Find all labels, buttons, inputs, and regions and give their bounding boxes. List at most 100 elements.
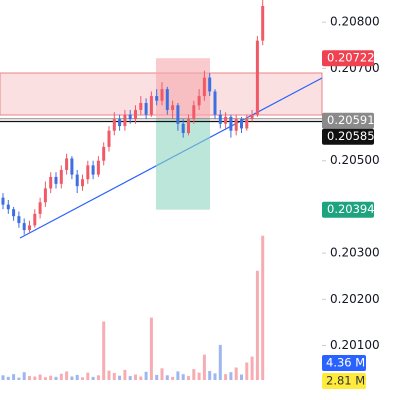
- candle-body: [75, 174, 79, 187]
- candle-body: [86, 165, 90, 180]
- candle-body: [22, 223, 26, 231]
- candle-body: [240, 119, 243, 129]
- candle-body: [91, 165, 95, 175]
- volume-bar: [112, 372, 116, 380]
- volume-bar: [149, 317, 153, 380]
- candle-body: [118, 119, 122, 127]
- candle-body: [112, 119, 116, 131]
- candle-body: [49, 176, 53, 189]
- candle-body: [59, 169, 63, 184]
- candle-body: [197, 96, 201, 106]
- candle-body: [155, 96, 159, 101]
- volume-bar: [96, 375, 100, 380]
- candle-body: [33, 213, 37, 226]
- candle-body: [123, 114, 127, 127]
- volume-bar: [213, 373, 217, 380]
- candle-body: [176, 105, 180, 124]
- candle-body: [70, 158, 74, 175]
- volume-bar: [1, 375, 5, 380]
- volume-bar: [192, 369, 196, 380]
- volume-avg-label: 2.81 M: [326, 374, 365, 388]
- candle-body: [202, 77, 206, 97]
- volume-bar: [43, 377, 47, 380]
- candle-body: [144, 103, 148, 115]
- volume-bar: [22, 372, 26, 380]
- last-label: 0.20585: [327, 129, 375, 143]
- volume-bar: [245, 362, 249, 380]
- volume-label-box: [322, 355, 366, 371]
- volume-bar: [208, 371, 212, 380]
- volume-bar: [181, 374, 185, 380]
- candle-body: [128, 114, 132, 120]
- candle-body: [171, 105, 175, 110]
- volume-bar: [144, 371, 148, 380]
- volume-bar: [234, 367, 238, 380]
- volume-bar: [65, 371, 69, 380]
- candle-body: [229, 116, 233, 131]
- volume-bar: [165, 375, 169, 380]
- volume-bar: [91, 376, 95, 380]
- volume-bar: [250, 356, 254, 380]
- volume-bar: [128, 376, 132, 380]
- candle-body: [224, 116, 228, 124]
- candle-body: [12, 209, 16, 217]
- volume-bar: [176, 371, 180, 380]
- volume-avg-box: [322, 373, 366, 389]
- volume-bar: [155, 374, 159, 380]
- volume-bar: [197, 372, 201, 380]
- volume-bar: [28, 376, 31, 380]
- volume-bar: [70, 376, 74, 380]
- volume-bar: [6, 376, 10, 380]
- candle-body: [250, 114, 254, 120]
- candle-body: [65, 158, 69, 170]
- entry-label: 0.20591: [327, 113, 375, 127]
- stop-box: [156, 58, 210, 119]
- volume-bar: [17, 377, 21, 380]
- volume-bar: [59, 373, 63, 380]
- candle-body: [245, 119, 249, 129]
- volume-bar: [255, 270, 259, 380]
- volume-label: 4.36 M: [326, 356, 365, 370]
- candle-body: [38, 202, 42, 214]
- candle-body: [102, 146, 106, 161]
- volume-bar: [107, 370, 111, 380]
- candle-body: [96, 160, 100, 175]
- stop-label: 0.20722: [327, 51, 375, 65]
- candle-body: [107, 130, 111, 147]
- volume-bar: [187, 376, 190, 380]
- volume-bar: [171, 376, 175, 380]
- y-tick-label: 0.20200: [330, 292, 380, 306]
- candle-body: [28, 225, 31, 231]
- volume-bar: [224, 374, 228, 380]
- volume-bar: [261, 235, 265, 380]
- y-tick-label: 0.20500: [330, 153, 380, 167]
- candle-body: [255, 40, 259, 115]
- candle-body: [181, 123, 185, 134]
- stop-label-box: [322, 50, 374, 67]
- candle-body: [187, 119, 190, 134]
- candle-body: [234, 119, 238, 131]
- volume-bar: [134, 374, 137, 380]
- volume-bar: [118, 375, 122, 380]
- candle-body: [192, 105, 196, 120]
- volume-bar: [33, 376, 37, 380]
- y-tick-label: 0.20100: [330, 338, 380, 352]
- volume-bar: [218, 344, 222, 380]
- candle-body: [1, 197, 5, 205]
- volume-bar: [86, 372, 90, 380]
- volume-bar: [81, 377, 84, 380]
- y-tick-label: 0.20800: [330, 15, 380, 29]
- candle-body: [54, 176, 58, 184]
- target-label-box: [322, 201, 374, 218]
- target-label: 0.20394: [327, 202, 375, 216]
- volume-bar: [160, 368, 164, 380]
- candle-body: [213, 91, 217, 115]
- volume-bar: [49, 375, 53, 380]
- volume-bar: [75, 374, 79, 380]
- candle-body: [81, 179, 84, 187]
- volume-bar: [12, 374, 16, 380]
- candle-body: [6, 204, 10, 210]
- volume-bar: [229, 372, 233, 380]
- volume-bar: [240, 374, 243, 380]
